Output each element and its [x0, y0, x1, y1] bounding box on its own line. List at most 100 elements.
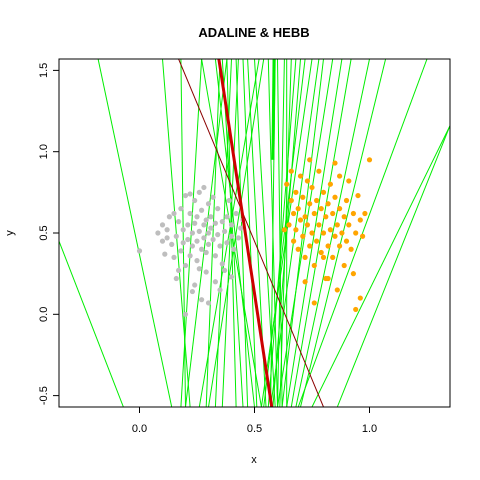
point-s1-38 — [330, 210, 336, 217]
x-axis-label: x — [251, 454, 257, 466]
point-s0-71 — [217, 287, 223, 293]
point-s0-64 — [182, 311, 189, 317]
point-s1-61 — [311, 300, 317, 306]
point-s1-6 — [293, 189, 299, 195]
point-s0-38 — [203, 217, 209, 223]
point-s1-41 — [334, 222, 340, 228]
green-line-1 — [180, 59, 186, 407]
point-s0-36 — [201, 184, 207, 191]
point-s1-58 — [366, 157, 373, 163]
point-s1-3 — [291, 238, 297, 244]
point-s1-57 — [362, 210, 368, 217]
point-s1-10 — [297, 173, 304, 179]
point-s1-43 — [337, 243, 343, 249]
point-s0-50 — [217, 243, 223, 249]
point-s0-77 — [222, 267, 228, 274]
y-tick-label-4: 1.5 — [38, 63, 50, 78]
point-s0-3 — [159, 238, 166, 244]
green-line-22 — [263, 59, 306, 407]
point-s1-21 — [311, 262, 317, 269]
point-s1-51 — [348, 246, 354, 252]
point-s1-52 — [350, 210, 356, 217]
point-s0-55 — [224, 240, 230, 246]
green-line-0 — [59, 240, 124, 407]
point-s1-35 — [327, 227, 333, 233]
point-s1-28 — [318, 206, 324, 212]
y-tick-label-3: 1.0 — [38, 144, 50, 159]
x-axis: 0.0 0.5 1.0 — [132, 406, 377, 435]
point-s0-44 — [210, 236, 216, 243]
point-s1-50 — [346, 222, 352, 228]
point-s1-42 — [334, 287, 340, 293]
point-s1-8 — [295, 206, 301, 212]
point-s0-51 — [219, 219, 225, 225]
point-s0-22 — [187, 253, 193, 259]
chart-title: ADALINE & HEBB — [198, 25, 309, 40]
point-s0-72 — [228, 274, 235, 280]
green-line-23 — [260, 59, 313, 407]
point-s0-66 — [199, 297, 205, 303]
point-s0-21 — [187, 191, 193, 197]
x-tick-label-2: 1.0 — [362, 423, 377, 435]
point-s1-34 — [325, 201, 331, 207]
point-s1-70 — [350, 271, 356, 277]
green-line-4 — [162, 59, 191, 407]
point-s0-69 — [173, 275, 179, 282]
point-s1-13 — [302, 254, 308, 260]
green-line-26 — [277, 59, 334, 407]
point-s1-49 — [343, 197, 350, 204]
point-s0-75 — [203, 269, 209, 275]
point-s0-19 — [185, 236, 191, 243]
point-s1-7 — [295, 246, 301, 252]
point-s1-22 — [311, 210, 317, 217]
point-s1-0 — [284, 181, 290, 187]
point-s0-26 — [192, 197, 198, 204]
point-s1-40 — [332, 194, 338, 200]
point-s1-53 — [353, 230, 359, 236]
point-s0-42 — [208, 214, 214, 220]
point-s0-60 — [233, 210, 239, 217]
point-s0-18 — [185, 222, 191, 228]
point-s1-12 — [300, 194, 306, 200]
point-s1-63 — [325, 275, 331, 282]
point-s0-5 — [166, 214, 172, 220]
x-tick-label-1: 0.5 — [247, 423, 262, 435]
point-s0-33 — [199, 207, 205, 213]
point-s1-47 — [341, 262, 347, 269]
adaline-line — [217, 59, 274, 407]
point-s1-68 — [307, 157, 313, 163]
y-tick-label-0: -0.5 — [38, 386, 50, 405]
y-tick-label-2: 0.5 — [38, 225, 50, 240]
point-s0-29 — [194, 214, 200, 220]
point-s0-56 — [226, 197, 232, 204]
point-s0-34 — [201, 222, 207, 228]
x-tick-label-0: 0.0 — [132, 423, 147, 435]
points-layer — [136, 157, 373, 317]
green-line-37 — [198, 59, 260, 407]
point-s0-58 — [228, 222, 235, 228]
special-lines-layer — [178, 59, 324, 407]
point-s1-54 — [355, 192, 361, 199]
point-s0-31 — [196, 189, 202, 195]
point-s0-74 — [162, 251, 168, 257]
point-s1-19 — [309, 230, 315, 236]
point-s1-11 — [300, 233, 306, 239]
green-line-24 — [270, 59, 320, 407]
point-s1-45 — [339, 230, 345, 236]
point-s0-41 — [205, 241, 212, 247]
point-s0-35 — [201, 235, 207, 241]
point-s1-5 — [293, 227, 299, 233]
point-s1-23 — [314, 238, 320, 244]
point-s1-27 — [318, 249, 324, 256]
point-s1-26 — [316, 168, 322, 174]
point-s1-56 — [360, 233, 366, 239]
point-s1-1 — [286, 222, 292, 228]
point-s1-59 — [357, 295, 363, 301]
green-line-32 — [311, 125, 450, 407]
point-s1-4 — [291, 210, 297, 217]
point-s0-1 — [155, 230, 161, 236]
point-s1-60 — [353, 306, 359, 313]
green-line-6 — [205, 59, 221, 407]
green-line-35 — [214, 59, 255, 407]
